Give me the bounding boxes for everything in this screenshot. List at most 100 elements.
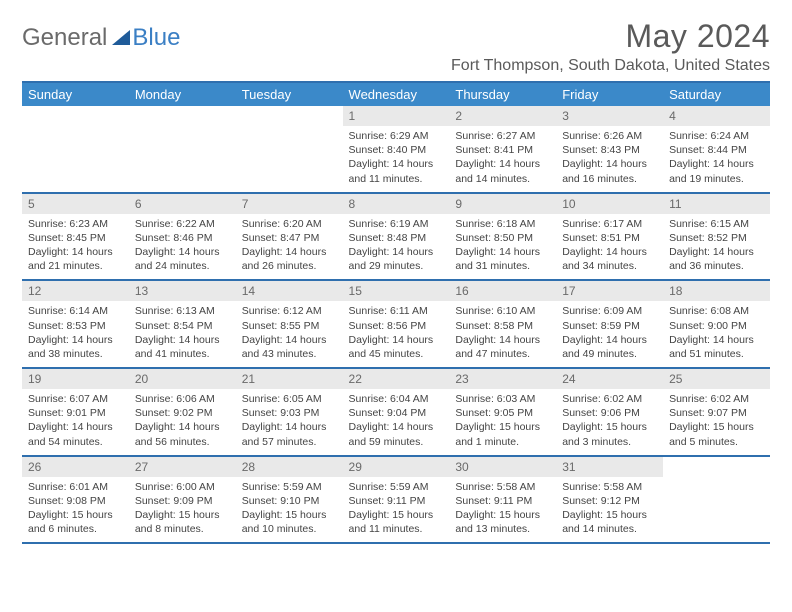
- day-number: 11: [663, 194, 770, 214]
- day-number: 21: [236, 369, 343, 389]
- calendar-cell: [236, 106, 343, 193]
- day-body: [236, 126, 343, 184]
- calendar-cell: 9Sunrise: 6:18 AMSunset: 8:50 PMDaylight…: [449, 193, 556, 281]
- day-header: Thursday: [449, 83, 556, 106]
- day-number: [22, 106, 129, 126]
- day-body: Sunrise: 6:14 AMSunset: 8:53 PMDaylight:…: [22, 301, 129, 367]
- day-number: 19: [22, 369, 129, 389]
- day-body: Sunrise: 6:06 AMSunset: 9:02 PMDaylight:…: [129, 389, 236, 455]
- day-body: Sunrise: 6:26 AMSunset: 8:43 PMDaylight:…: [556, 126, 663, 192]
- calendar-cell: [663, 456, 770, 544]
- day-body: Sunrise: 5:58 AMSunset: 9:12 PMDaylight:…: [556, 477, 663, 543]
- calendar-table: SundayMondayTuesdayWednesdayThursdayFrid…: [22, 83, 770, 544]
- day-number: 31: [556, 457, 663, 477]
- day-number: 23: [449, 369, 556, 389]
- calendar-cell: 18Sunrise: 6:08 AMSunset: 9:00 PMDayligh…: [663, 280, 770, 368]
- day-body: Sunrise: 6:01 AMSunset: 9:08 PMDaylight:…: [22, 477, 129, 543]
- day-number: 4: [663, 106, 770, 126]
- day-header: Wednesday: [343, 83, 450, 106]
- calendar-cell: 21Sunrise: 6:05 AMSunset: 9:03 PMDayligh…: [236, 368, 343, 456]
- title-block: May 2024 Fort Thompson, South Dakota, Un…: [451, 18, 770, 75]
- day-body: [22, 126, 129, 184]
- day-number: 29: [343, 457, 450, 477]
- day-number: 16: [449, 281, 556, 301]
- calendar-cell: 8Sunrise: 6:19 AMSunset: 8:48 PMDaylight…: [343, 193, 450, 281]
- calendar-cell: 4Sunrise: 6:24 AMSunset: 8:44 PMDaylight…: [663, 106, 770, 193]
- calendar-cell: 1Sunrise: 6:29 AMSunset: 8:40 PMDaylight…: [343, 106, 450, 193]
- day-body: Sunrise: 6:11 AMSunset: 8:56 PMDaylight:…: [343, 301, 450, 367]
- day-number: 27: [129, 457, 236, 477]
- day-body: Sunrise: 6:12 AMSunset: 8:55 PMDaylight:…: [236, 301, 343, 367]
- day-body: Sunrise: 5:59 AMSunset: 9:10 PMDaylight:…: [236, 477, 343, 543]
- calendar-cell: 20Sunrise: 6:06 AMSunset: 9:02 PMDayligh…: [129, 368, 236, 456]
- day-body: Sunrise: 6:15 AMSunset: 8:52 PMDaylight:…: [663, 214, 770, 280]
- calendar-cell: 27Sunrise: 6:00 AMSunset: 9:09 PMDayligh…: [129, 456, 236, 544]
- calendar-cell: [22, 106, 129, 193]
- calendar-cell: 26Sunrise: 6:01 AMSunset: 9:08 PMDayligh…: [22, 456, 129, 544]
- day-number: 25: [663, 369, 770, 389]
- calendar-cell: 17Sunrise: 6:09 AMSunset: 8:59 PMDayligh…: [556, 280, 663, 368]
- day-body: Sunrise: 6:09 AMSunset: 8:59 PMDaylight:…: [556, 301, 663, 367]
- calendar-cell: 10Sunrise: 6:17 AMSunset: 8:51 PMDayligh…: [556, 193, 663, 281]
- day-body: [129, 126, 236, 184]
- day-number: 18: [663, 281, 770, 301]
- day-body: Sunrise: 6:07 AMSunset: 9:01 PMDaylight:…: [22, 389, 129, 455]
- calendar-cell: 30Sunrise: 5:58 AMSunset: 9:11 PMDayligh…: [449, 456, 556, 544]
- day-body: Sunrise: 6:08 AMSunset: 9:00 PMDaylight:…: [663, 301, 770, 367]
- calendar-week: 1Sunrise: 6:29 AMSunset: 8:40 PMDaylight…: [22, 106, 770, 193]
- calendar-cell: 15Sunrise: 6:11 AMSunset: 8:56 PMDayligh…: [343, 280, 450, 368]
- day-body: Sunrise: 6:10 AMSunset: 8:58 PMDaylight:…: [449, 301, 556, 367]
- day-body: Sunrise: 6:05 AMSunset: 9:03 PMDaylight:…: [236, 389, 343, 455]
- calendar-cell: 29Sunrise: 5:59 AMSunset: 9:11 PMDayligh…: [343, 456, 450, 544]
- day-body: [663, 477, 770, 535]
- calendar-cell: 31Sunrise: 5:58 AMSunset: 9:12 PMDayligh…: [556, 456, 663, 544]
- day-number: [236, 106, 343, 126]
- day-number: 26: [22, 457, 129, 477]
- day-body: Sunrise: 6:22 AMSunset: 8:46 PMDaylight:…: [129, 214, 236, 280]
- calendar-cell: 6Sunrise: 6:22 AMSunset: 8:46 PMDaylight…: [129, 193, 236, 281]
- day-number: 10: [556, 194, 663, 214]
- calendar-cell: 2Sunrise: 6:27 AMSunset: 8:41 PMDaylight…: [449, 106, 556, 193]
- day-body: Sunrise: 6:04 AMSunset: 9:04 PMDaylight:…: [343, 389, 450, 455]
- day-body: Sunrise: 5:58 AMSunset: 9:11 PMDaylight:…: [449, 477, 556, 543]
- calendar-cell: 24Sunrise: 6:02 AMSunset: 9:06 PMDayligh…: [556, 368, 663, 456]
- calendar-week: 5Sunrise: 6:23 AMSunset: 8:45 PMDaylight…: [22, 193, 770, 281]
- day-body: Sunrise: 6:02 AMSunset: 9:07 PMDaylight:…: [663, 389, 770, 455]
- calendar-week: 12Sunrise: 6:14 AMSunset: 8:53 PMDayligh…: [22, 280, 770, 368]
- day-body: Sunrise: 6:00 AMSunset: 9:09 PMDaylight:…: [129, 477, 236, 543]
- day-body: Sunrise: 6:13 AMSunset: 8:54 PMDaylight:…: [129, 301, 236, 367]
- day-number: 1: [343, 106, 450, 126]
- day-number: 12: [22, 281, 129, 301]
- calendar-head: SundayMondayTuesdayWednesdayThursdayFrid…: [22, 83, 770, 106]
- calendar-week: 26Sunrise: 6:01 AMSunset: 9:08 PMDayligh…: [22, 456, 770, 544]
- day-number: 13: [129, 281, 236, 301]
- calendar-cell: 3Sunrise: 6:26 AMSunset: 8:43 PMDaylight…: [556, 106, 663, 193]
- day-number: 5: [22, 194, 129, 214]
- logo: General Blue: [22, 18, 180, 52]
- day-header: Monday: [129, 83, 236, 106]
- calendar-cell: 23Sunrise: 6:03 AMSunset: 9:05 PMDayligh…: [449, 368, 556, 456]
- calendar-cell: 22Sunrise: 6:04 AMSunset: 9:04 PMDayligh…: [343, 368, 450, 456]
- day-body: Sunrise: 5:59 AMSunset: 9:11 PMDaylight:…: [343, 477, 450, 543]
- day-body: Sunrise: 6:29 AMSunset: 8:40 PMDaylight:…: [343, 126, 450, 192]
- day-number: 14: [236, 281, 343, 301]
- day-number: 2: [449, 106, 556, 126]
- calendar-cell: 13Sunrise: 6:13 AMSunset: 8:54 PMDayligh…: [129, 280, 236, 368]
- day-body: Sunrise: 6:24 AMSunset: 8:44 PMDaylight:…: [663, 126, 770, 192]
- logo-word2: Blue: [132, 24, 180, 52]
- day-body: Sunrise: 6:27 AMSunset: 8:41 PMDaylight:…: [449, 126, 556, 192]
- day-number: [129, 106, 236, 126]
- day-body: Sunrise: 6:18 AMSunset: 8:50 PMDaylight:…: [449, 214, 556, 280]
- calendar-cell: 12Sunrise: 6:14 AMSunset: 8:53 PMDayligh…: [22, 280, 129, 368]
- calendar-cell: 14Sunrise: 6:12 AMSunset: 8:55 PMDayligh…: [236, 280, 343, 368]
- calendar-week: 19Sunrise: 6:07 AMSunset: 9:01 PMDayligh…: [22, 368, 770, 456]
- month-title: May 2024: [451, 18, 770, 55]
- day-number: 6: [129, 194, 236, 214]
- day-body: Sunrise: 6:02 AMSunset: 9:06 PMDaylight:…: [556, 389, 663, 455]
- day-number: [663, 457, 770, 477]
- day-number: 9: [449, 194, 556, 214]
- day-number: 15: [343, 281, 450, 301]
- day-header: Tuesday: [236, 83, 343, 106]
- day-number: 8: [343, 194, 450, 214]
- day-body: Sunrise: 6:19 AMSunset: 8:48 PMDaylight:…: [343, 214, 450, 280]
